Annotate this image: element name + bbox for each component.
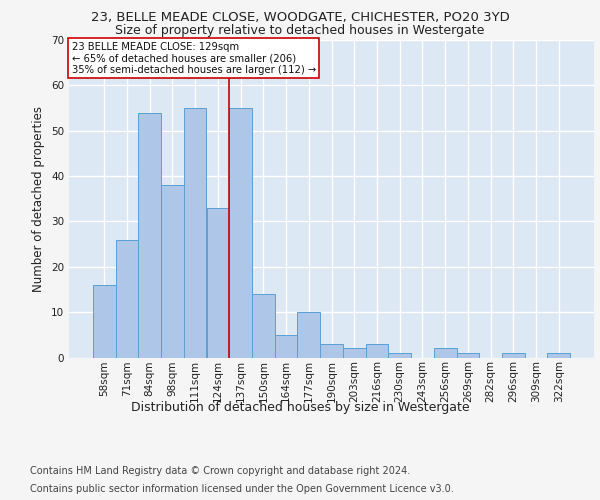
Bar [388, 353, 411, 358]
Bar [93, 285, 116, 358]
Bar [206, 208, 229, 358]
Bar [434, 348, 457, 358]
Text: Contains public sector information licensed under the Open Government Licence v3: Contains public sector information licen… [30, 484, 454, 494]
Bar [116, 240, 139, 358]
Text: Size of property relative to detached houses in Westergate: Size of property relative to detached ho… [115, 24, 485, 37]
Bar [229, 108, 252, 358]
Bar [502, 353, 524, 358]
Text: Contains HM Land Registry data © Crown copyright and database right 2024.: Contains HM Land Registry data © Crown c… [30, 466, 410, 476]
Text: 23, BELLE MEADE CLOSE, WOODGATE, CHICHESTER, PO20 3YD: 23, BELLE MEADE CLOSE, WOODGATE, CHICHES… [91, 11, 509, 24]
Bar [252, 294, 275, 358]
Bar [457, 353, 479, 358]
Bar [275, 335, 298, 357]
Text: Distribution of detached houses by size in Westergate: Distribution of detached houses by size … [131, 401, 469, 414]
Bar [320, 344, 343, 358]
Bar [139, 112, 161, 358]
Bar [298, 312, 320, 358]
Bar [161, 185, 184, 358]
Bar [365, 344, 388, 358]
Y-axis label: Number of detached properties: Number of detached properties [32, 106, 46, 292]
Text: 23 BELLE MEADE CLOSE: 129sqm
← 65% of detached houses are smaller (206)
35% of s: 23 BELLE MEADE CLOSE: 129sqm ← 65% of de… [71, 42, 316, 75]
Bar [547, 353, 570, 358]
Bar [184, 108, 206, 358]
Bar [343, 348, 365, 358]
